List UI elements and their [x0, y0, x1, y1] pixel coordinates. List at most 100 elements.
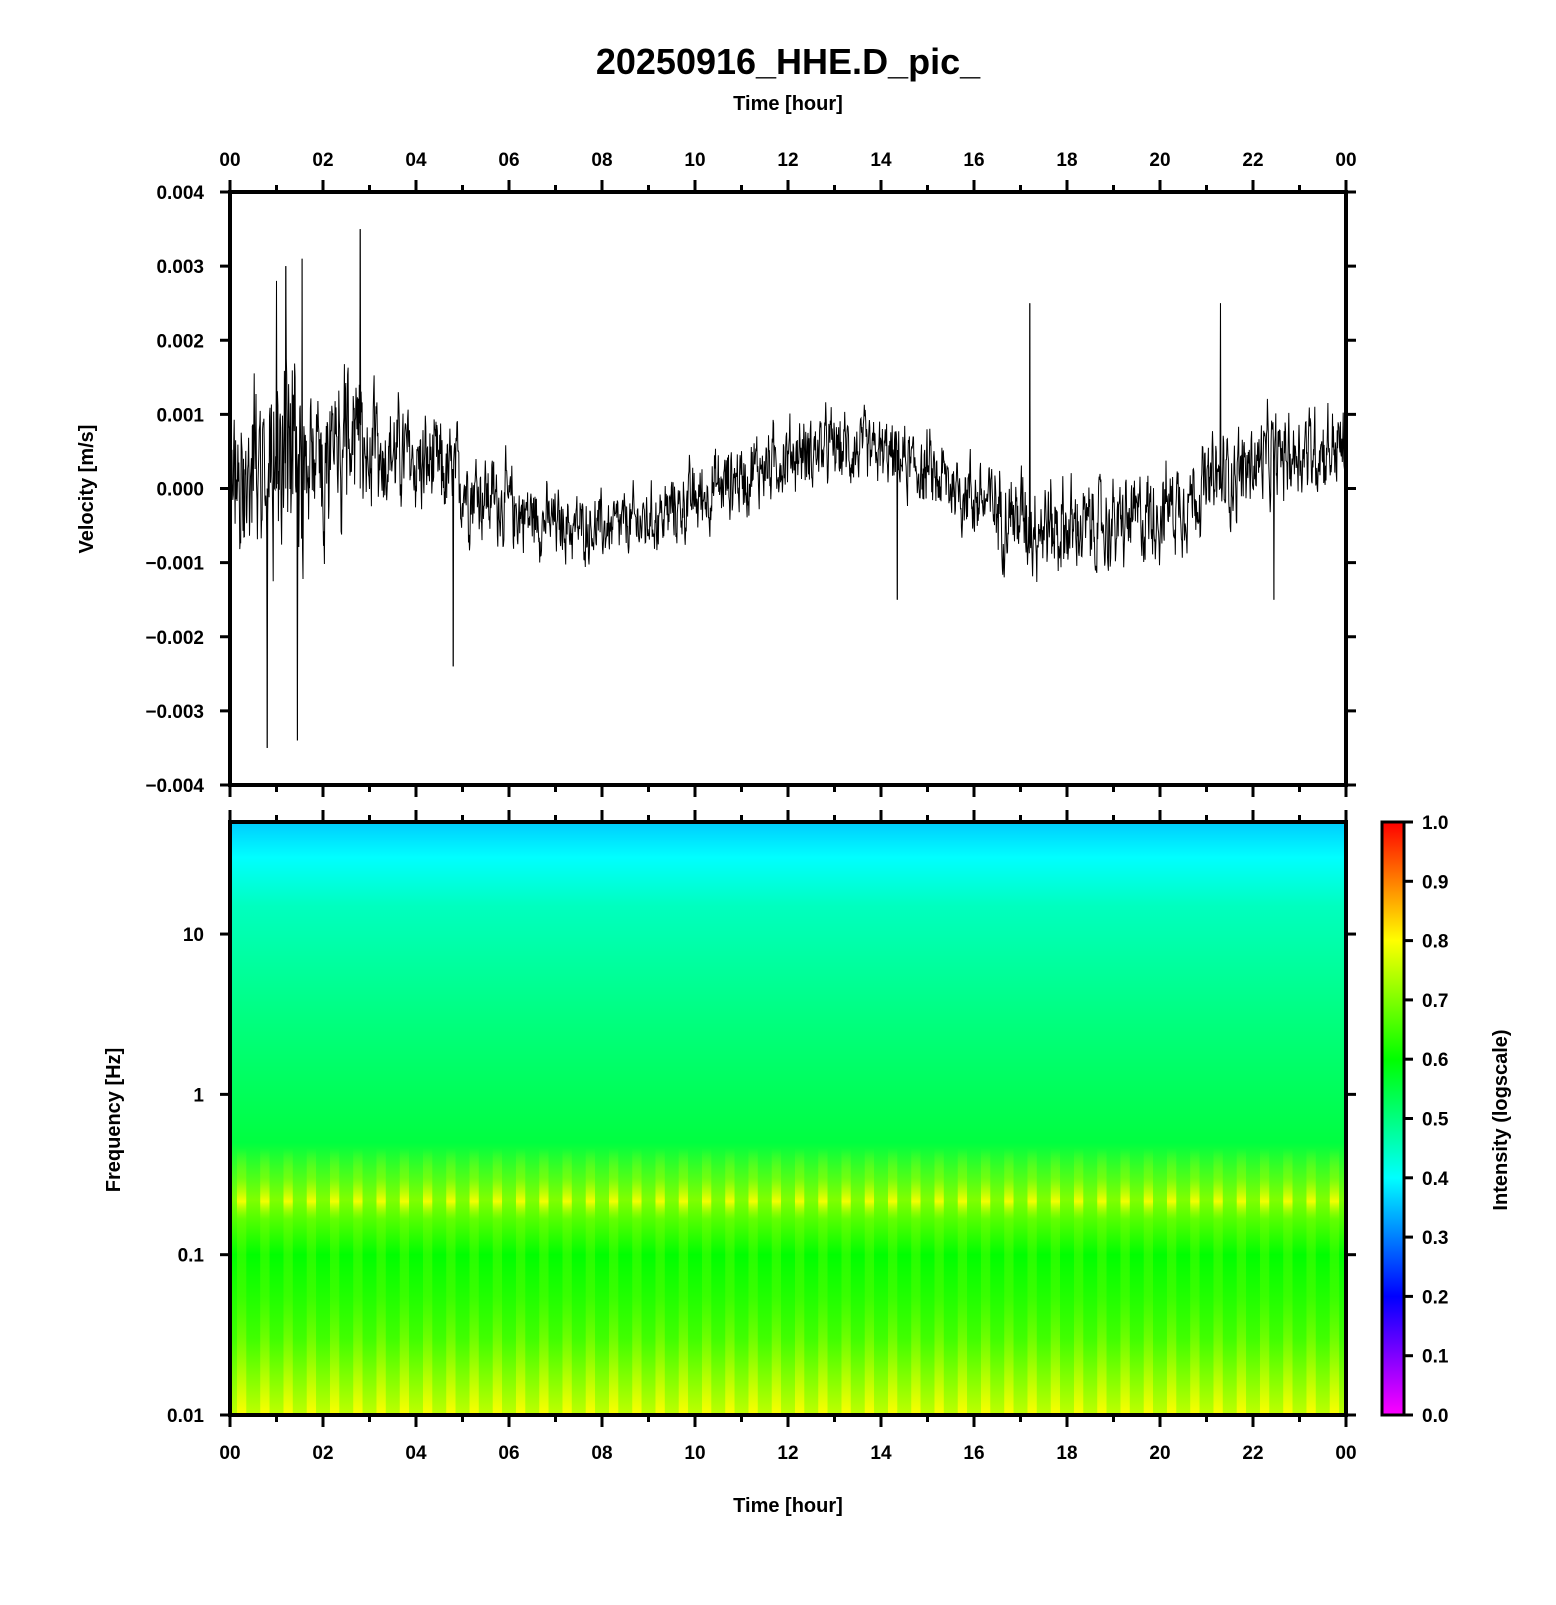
spectrogram-stripe: [1329, 822, 1340, 1415]
velocity-trace: [230, 229, 1346, 748]
colorbar-tick-label: 0.1: [1422, 1347, 1449, 1368]
spectrogram-stripe: [399, 822, 410, 1415]
spectrogram-stripe: [911, 822, 921, 1415]
frequency-y-tick-label: 10: [183, 925, 204, 946]
spectrogram-stripe: [585, 822, 596, 1415]
velocity-y-tick-label: 0.003: [156, 257, 204, 278]
top-x-tick-label: 22: [1242, 150, 1263, 171]
colorbar: [1380, 820, 1406, 1417]
velocity-y-tick-label: 0.002: [156, 331, 204, 352]
spectrogram-stripe: [748, 822, 758, 1415]
colorbar-gradient: [1380, 820, 1406, 1417]
bottom-x-tick-label: 06: [498, 1443, 519, 1464]
spectrogram-stripe: [1259, 822, 1270, 1415]
spectrogram-stripe: [1027, 822, 1037, 1415]
spectrogram-stripe: [818, 822, 828, 1415]
spectrogram-stripe: [655, 822, 665, 1415]
spectrogram: [230, 822, 1346, 1415]
colorbar-tick-label: 0.0: [1422, 1406, 1448, 1427]
spectrogram-stripe: [422, 822, 433, 1415]
bottom-x-tick-label: 00: [219, 1443, 240, 1464]
spectrogram-stripe: [469, 822, 479, 1415]
bottom-x-tick-label: 12: [777, 1443, 798, 1464]
velocity-y-tick-label: −0.002: [145, 628, 204, 649]
spectrogram-stripe: [701, 822, 712, 1415]
spectrogram-stripe: [957, 822, 968, 1415]
top-x-tick-label: 20: [1149, 150, 1170, 171]
bottom-x-tick-label: 22: [1242, 1443, 1263, 1464]
velocity-y-tick-label: 0.000: [156, 480, 204, 501]
spectrogram-stripe: [1283, 822, 1293, 1415]
spectrogram-stripe: [539, 822, 549, 1415]
spectrogram-stripe: [980, 822, 991, 1415]
frequency-y-tick-label: 1: [193, 1085, 204, 1106]
bottom-x-tick-label: 08: [591, 1443, 612, 1464]
chart-title: 20250916_HHE.D_pic_: [596, 41, 981, 82]
spectrogram-stripe: [632, 822, 642, 1415]
spectrogram-stripe: [1097, 822, 1107, 1415]
bottom-x-tick-label: 16: [963, 1443, 984, 1464]
colorbar-tick-label: 0.2: [1422, 1287, 1448, 1308]
spectrogram-stripe: [260, 822, 270, 1415]
velocity-y-tick-label: −0.003: [145, 702, 204, 723]
top-x-tick-label: 06: [498, 150, 519, 171]
spectrogram-stripe: [794, 822, 805, 1415]
spectrogram-stripe: [492, 822, 503, 1415]
spectrogram-stripe: [1306, 822, 1316, 1415]
spectrogram-stripe: [934, 822, 944, 1415]
colorbar-tick-label: 0.9: [1422, 872, 1448, 893]
spectrogram-stripe: [283, 822, 293, 1415]
frequency-y-tick-label: 0.1: [178, 1246, 205, 1267]
spectrogram-stripe: [1190, 822, 1200, 1415]
colorbar-tick-label: 0.3: [1422, 1228, 1448, 1249]
frequency-axis-label: Frequency [Hz]: [103, 1048, 125, 1192]
spectrogram-stripe: [1213, 822, 1223, 1415]
spectrogram-stripe: [1143, 822, 1154, 1415]
spectrogram-stripe: [1120, 822, 1130, 1415]
spectrogram-stripe: [678, 822, 689, 1415]
velocity-y-tick-label: −0.001: [145, 554, 204, 575]
spectrogram-stripe: [446, 822, 456, 1415]
velocity-series-line: [230, 229, 1346, 748]
colorbar-tick-label: 0.8: [1422, 932, 1448, 953]
velocity-y-tick-label: 0.004: [156, 183, 204, 204]
spectrogram-stripe: [1073, 822, 1084, 1415]
spectrogram-stripe: [236, 822, 247, 1415]
colorbar-label: Intensity (logscale): [1490, 1029, 1512, 1210]
bottom-x-tick-label: 18: [1056, 1443, 1077, 1464]
top-x-axis-label: Time [hour]: [733, 93, 843, 115]
spectrogram-stripe: [353, 822, 363, 1415]
spectrogram-stripe: [515, 822, 526, 1415]
velocity-y-tick-label: −0.004: [145, 776, 204, 797]
top-x-tick-label: 10: [684, 150, 705, 171]
frequency-y-tick-label: 0.01: [167, 1406, 204, 1427]
spectrogram-stripe: [562, 822, 572, 1415]
spectrogram-stripe: [608, 822, 619, 1415]
top-x-tick-label: 18: [1056, 150, 1077, 171]
top-x-tick-label: 00: [219, 150, 240, 171]
colorbar-tick-label: 0.4: [1422, 1169, 1449, 1190]
velocity-axis-label: Velocity [m/s]: [76, 425, 98, 554]
top-x-tick-label: 12: [777, 150, 798, 171]
spectrogram-stripe: [771, 822, 782, 1415]
bottom-x-tick-label: 20: [1149, 1443, 1170, 1464]
spectrogram-stripe: [887, 822, 898, 1415]
colorbar-tick-label: 0.5: [1422, 1110, 1449, 1131]
spectrogram-stripe: [725, 822, 735, 1415]
spectrogram-stripe: [864, 822, 875, 1415]
spectrogram-stripe: [329, 822, 340, 1415]
top-x-tick-label: 16: [963, 150, 984, 171]
spectrogram-stripe: [1050, 822, 1061, 1415]
bottom-x-axis-label: Time [hour]: [733, 1495, 843, 1517]
spectrogram-stripe: [1004, 822, 1014, 1415]
spectrogram-background: [230, 822, 1346, 1415]
colorbar-tick-label: 1.0: [1422, 813, 1448, 834]
spectrogram-stripe: [306, 822, 317, 1415]
bottom-x-tick-label: 00: [1335, 1443, 1356, 1464]
top-x-tick-label: 14: [870, 150, 892, 171]
colorbar-tick-label: 0.7: [1422, 991, 1448, 1012]
top-x-tick-label: 02: [312, 150, 333, 171]
bottom-x-tick-label: 02: [312, 1443, 333, 1464]
